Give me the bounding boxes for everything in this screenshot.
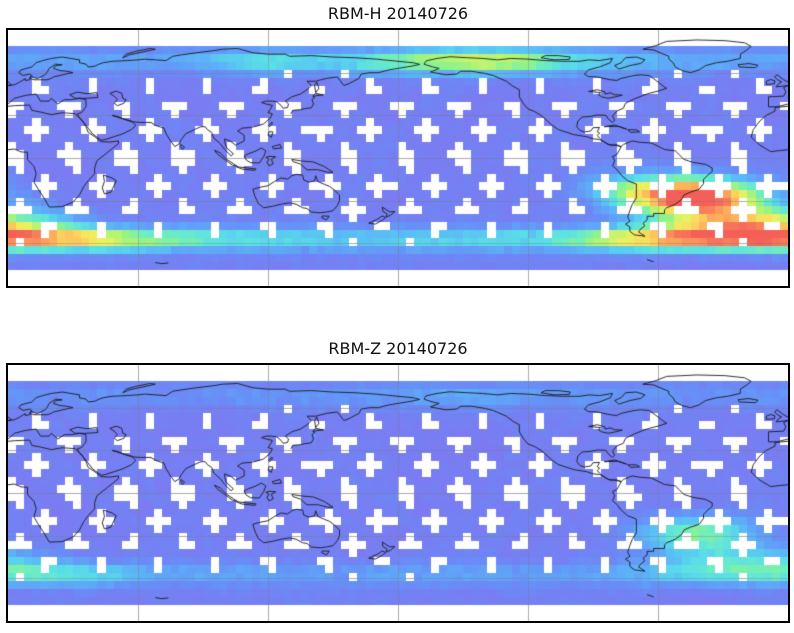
map-frame-rbm-h: [6, 28, 790, 288]
map-canvas-rbm-z: [8, 365, 788, 621]
panel-title-rbm-h: RBM-H 20140726: [327, 4, 469, 23]
map-frame-rbm-z: [6, 363, 790, 623]
panel-title-rbm-z: RBM-Z 20140726: [328, 339, 468, 358]
map-canvas-rbm-h: [8, 30, 788, 286]
